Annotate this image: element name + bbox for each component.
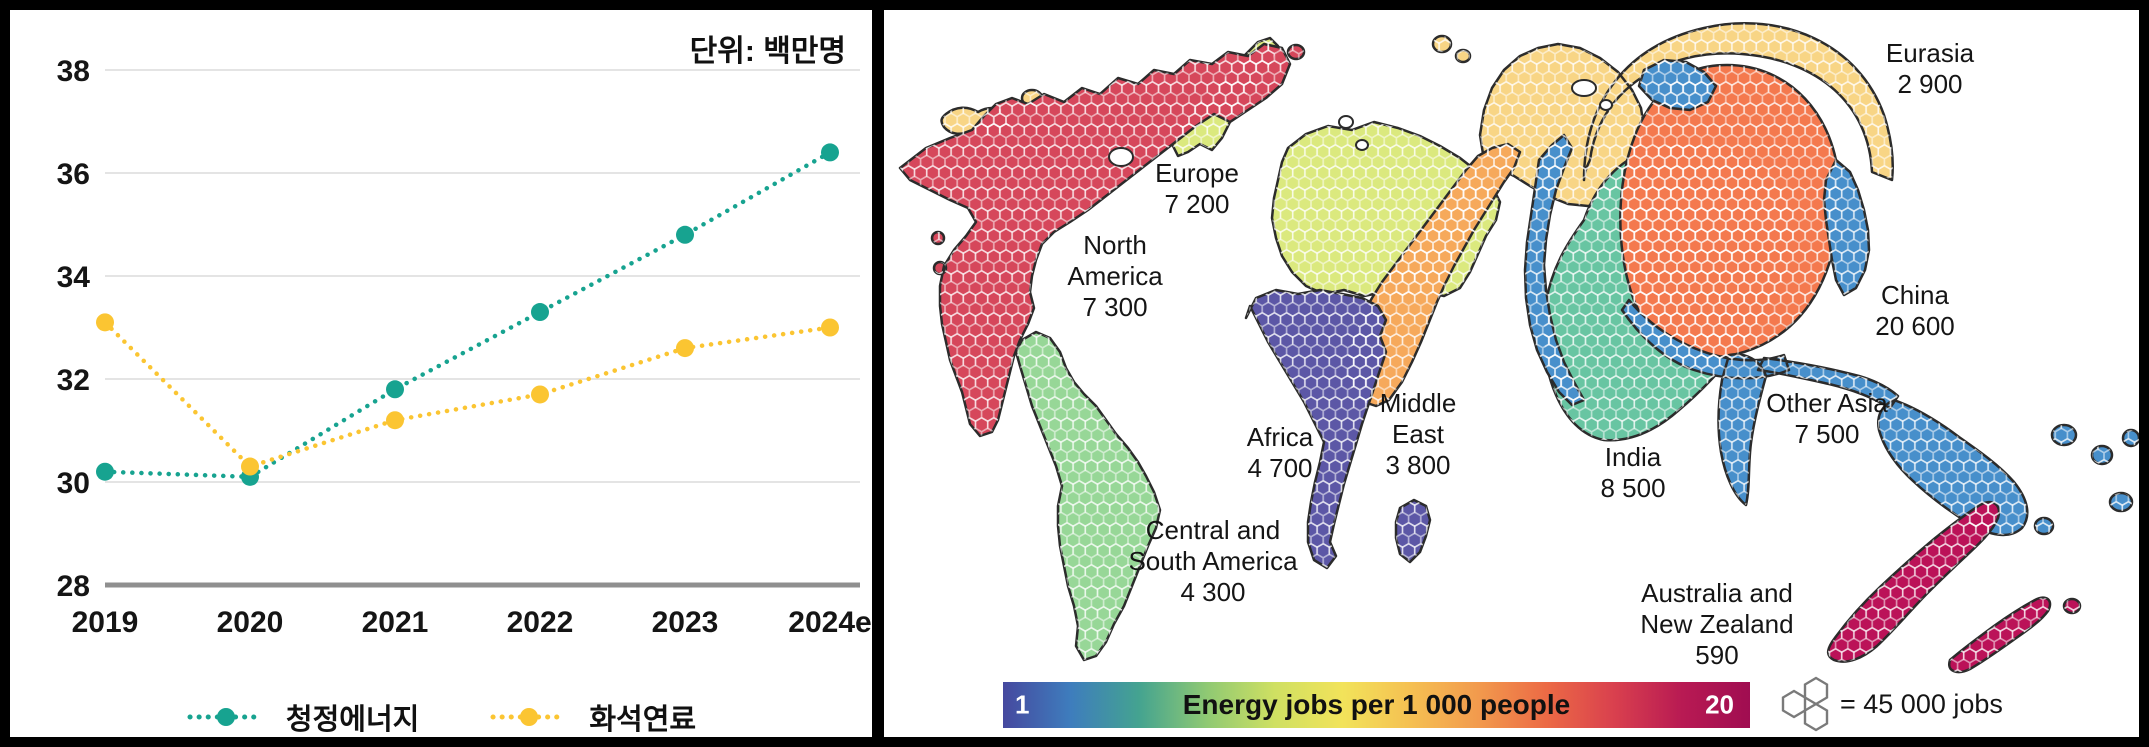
svg-text:2021: 2021 bbox=[362, 606, 429, 639]
hex-legend-text: = 45 000 jobs bbox=[1840, 688, 2003, 719]
scale-max-label: 20 bbox=[1705, 689, 1734, 720]
region-central-south-america bbox=[1014, 330, 1162, 662]
svg-text:32: 32 bbox=[57, 364, 90, 397]
chart-legend: 청정에너지 화석연료 bbox=[10, 696, 872, 737]
hex-size-legend: = 45 000 jobs bbox=[1780, 674, 2003, 734]
region-china bbox=[1619, 63, 1841, 359]
svg-text:30: 30 bbox=[57, 467, 90, 500]
label-other-asia: Other Asia 7 500 bbox=[1766, 388, 1888, 449]
svg-text:2020: 2020 bbox=[217, 606, 284, 639]
clean-energy-swatch-icon bbox=[187, 708, 265, 726]
svg-text:2019: 2019 bbox=[72, 606, 139, 639]
legend-label-fossil-fuel: 화석연료 bbox=[589, 704, 697, 736]
label-australia-new-zealand: Australia and New Zealand 590 bbox=[1640, 578, 1794, 670]
map-lake-holes bbox=[1108, 79, 1613, 167]
label-china: China 20 600 bbox=[1875, 280, 1955, 341]
svg-text:2024e: 2024e bbox=[788, 606, 871, 639]
legend-item-clean-energy: 청정에너지 bbox=[186, 696, 419, 737]
svg-text:38: 38 bbox=[57, 55, 90, 88]
color-scale-bar: 1 Energy jobs per 1 000 people 20 bbox=[1003, 682, 1750, 728]
svg-text:34: 34 bbox=[57, 261, 91, 294]
line-chart: 28 30 32 34 36 38 2019 2020 2021 2022 2023 2024e bbox=[57, 55, 872, 639]
label-north-america: North America 7 300 bbox=[1067, 230, 1163, 322]
world-cartogram bbox=[898, 22, 2139, 674]
svg-text:36: 36 bbox=[57, 158, 90, 191]
label-eurasia: Eurasia 2 900 bbox=[1885, 38, 1975, 99]
label-central-south-america: Central and South America 4 300 bbox=[1128, 515, 1298, 607]
label-middle-east: Middle East 3 800 bbox=[1379, 388, 1457, 480]
svg-text:2022: 2022 bbox=[507, 606, 574, 639]
chart-unit-label: 단위: 백만명 bbox=[689, 35, 846, 68]
label-europe: Europe 7 200 bbox=[1155, 158, 1239, 219]
label-africa: Africa 4 700 bbox=[1246, 422, 1314, 483]
svg-text:28: 28 bbox=[57, 570, 90, 603]
hexagon-cluster-icon bbox=[1781, 676, 1829, 732]
hex-cartogram-panel: North America 7 300 Central and South Ame… bbox=[884, 10, 2139, 737]
label-india: India 8 500 bbox=[1600, 442, 1666, 503]
scale-min-label: 1 bbox=[1015, 689, 1030, 720]
scale-title: Energy jobs per 1 000 people bbox=[1182, 689, 1571, 720]
line-chart-panel: 단위: 백만명 28 30 32 34 36 38 2019 2020 2021 2022 2023… bbox=[10, 10, 872, 737]
legend-label-clean-energy: 청정에너지 bbox=[285, 704, 420, 736]
legend-item-fossil-fuel: 화석연료 bbox=[489, 696, 696, 737]
svg-text:2023: 2023 bbox=[652, 606, 719, 639]
fossil-fuel-swatch-icon bbox=[490, 708, 568, 726]
